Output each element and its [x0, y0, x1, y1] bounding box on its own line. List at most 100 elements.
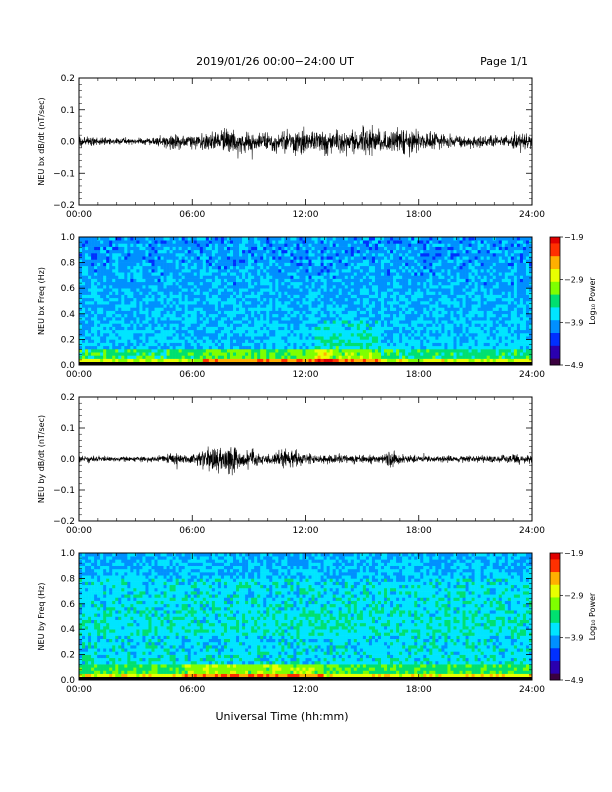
bx-spectrogram-cell [139, 278, 143, 283]
bx-spectrogram-cell [368, 355, 373, 359]
bx-spectrogram-cell [190, 342, 195, 347]
bx-spectrogram-cell [296, 320, 300, 324]
bx-spectrogram-cell [396, 297, 400, 302]
bx-spectrogram-cell [299, 339, 303, 343]
bx-spectrogram-cell [109, 240, 113, 244]
bx-spectrogram-cell [239, 288, 243, 292]
bx-spectrogram-cell [121, 237, 125, 241]
bx-spectrogram-cell [172, 301, 176, 305]
bx-spectrogram-cell [332, 329, 336, 334]
bx-spectrogram-cell [115, 269, 119, 273]
bx-spectrogram-cell [154, 259, 158, 263]
bx-spectrogram-cell [79, 294, 83, 299]
bx-spectrogram-cell [214, 278, 219, 283]
bx-spectrogram-cell [287, 259, 291, 263]
bx-spectrogram-cell [371, 281, 376, 286]
bx-spectrogram-cell [296, 249, 300, 254]
bx-spectrogram-cell [438, 313, 442, 318]
bx-spectrogram-cell [411, 313, 415, 318]
bx-spectrogram-cell [396, 256, 400, 260]
bx-spectrogram-cell [251, 253, 255, 257]
bx-spectrogram-cell [88, 281, 92, 286]
bx-spectrogram-cell [211, 352, 216, 356]
bx-spectrogram-cell [281, 278, 285, 283]
bx-spectrogram-cell [223, 246, 228, 251]
bx-spectrogram-cell [196, 275, 201, 279]
bx-spectrogram-cell [390, 288, 394, 292]
bx-spectrogram-cell [254, 259, 258, 263]
bx-spectrogram-cell [121, 256, 125, 260]
bx-spectrogram-cell [88, 275, 92, 279]
bx-spectrogram-cell [196, 345, 201, 350]
bx-spectrogram-cell [402, 352, 406, 356]
bx-spectrogram-cell [441, 320, 445, 324]
bx-spectrogram-cell [142, 291, 146, 295]
bx-spectrogram-cell [85, 317, 89, 321]
bx-spectrogram-cell [217, 256, 222, 260]
bx-spectrogram-cell [181, 285, 185, 289]
bx-spectrogram-cell [347, 317, 352, 321]
bx-spectrogram-cell [441, 246, 445, 251]
bx-spectrogram-cell [444, 278, 448, 283]
bx-spectrogram-cell [387, 326, 391, 331]
bx-spectrogram-cell [420, 297, 424, 302]
bx-spectrogram-cell [199, 285, 204, 289]
bx-spectrogram-cell [82, 291, 86, 295]
bx-spectrogram-cell [187, 240, 192, 244]
bx-spectrogram-cell [263, 326, 267, 331]
bx-spectrogram-cell [377, 320, 382, 324]
bx-spectrogram-cell [356, 249, 361, 254]
bx-spectrogram-cell [184, 259, 189, 263]
bx-spectrogram-cell [151, 301, 155, 305]
bx-spectrogram-cell [133, 320, 137, 324]
bx-spectrogram-cell [208, 246, 213, 251]
bx-spectrogram-cell [151, 345, 155, 350]
bx-spectrogram-cell [163, 294, 167, 299]
bx-spectrogram-cell [402, 349, 406, 353]
bx-spectrogram-cell [124, 310, 128, 315]
bx-spectrogram-cell [356, 275, 361, 279]
bx-spectrogram-cell [220, 304, 225, 308]
bx-spectrogram-cell [332, 342, 336, 347]
bx-spectrogram-cell [178, 243, 182, 247]
bx-spectrogram-cell [338, 342, 343, 347]
bx-spectrogram-cell [420, 352, 424, 356]
bx-spectrogram-cell [414, 253, 418, 257]
bx-spectrogram-cell [85, 313, 89, 318]
bx-spectrogram-cell [323, 275, 327, 279]
bx-spectrogram-cell [133, 291, 137, 295]
bx-spectrogram-cell [223, 259, 228, 263]
bx-spectrogram-cell [356, 294, 361, 299]
bx-spectrogram-cell [287, 243, 291, 247]
bx-spectrogram-cell [220, 313, 225, 318]
bx-spectrogram-cell [329, 313, 333, 318]
bx-spectrogram-cell [245, 358, 249, 363]
bx-spectrogram-cell [387, 249, 391, 254]
bx-spectrogram-cell [193, 285, 198, 289]
bx-spectrogram-cell [254, 237, 258, 241]
bx-spectrogram-cell [121, 329, 125, 334]
bx-spectrogram-cell [432, 345, 436, 350]
bx-spectrogram-cell [350, 310, 355, 315]
bx-spectrogram-cell [387, 243, 391, 247]
bx-spectrogram-cell [347, 326, 352, 331]
bx-spectrogram-cell [100, 345, 104, 350]
bx-spectrogram-cell [296, 288, 300, 292]
bx-spectrogram-cell [302, 243, 306, 247]
bx-spectrogram-cell [293, 323, 297, 327]
bx-spectrogram-cell [393, 349, 397, 353]
bx-spectrogram-cell [393, 278, 397, 283]
bx-spectrogram-cell [305, 265, 309, 270]
bx-spectrogram-cell [356, 278, 361, 283]
bx-spectrogram-cell [393, 262, 397, 267]
bx-spectrogram-cell [302, 358, 306, 363]
bx-spectrogram-cell [139, 294, 143, 299]
bx-spectrogram-cell [193, 237, 198, 241]
bx-spectrogram-cell [148, 358, 152, 363]
bx-spectrogram-cell [91, 313, 95, 318]
bx-spectrogram-cell [417, 342, 421, 347]
bx-spectrogram-cell [233, 310, 237, 315]
bx-spectrogram-cell [290, 288, 294, 292]
bx-spectrogram-cell [335, 256, 340, 260]
bx-spectrogram-cell [142, 297, 146, 302]
